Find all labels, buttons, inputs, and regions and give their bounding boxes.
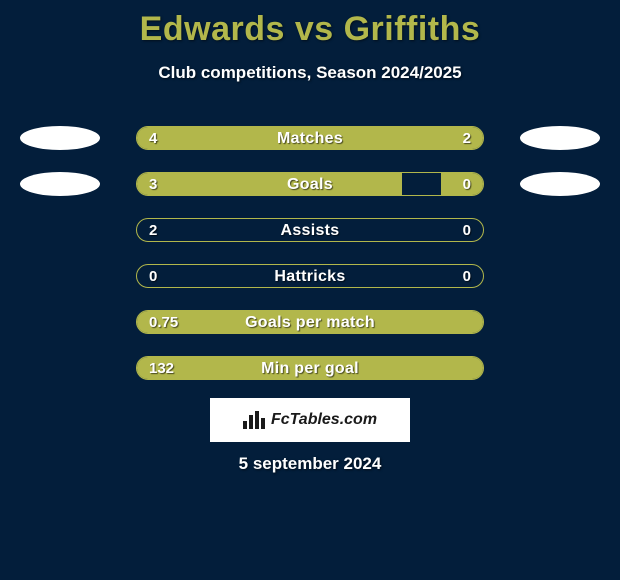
- stat-label: Goals: [137, 173, 483, 197]
- stat-label: Hattricks: [137, 265, 483, 289]
- page-subtitle: Club competitions, Season 2024/2025: [0, 63, 620, 83]
- stat-row: 30Goals: [0, 172, 620, 196]
- date-label: 5 september 2024: [0, 454, 620, 474]
- stat-bar-track: 30Goals: [136, 172, 484, 196]
- player-avatar-left: [20, 172, 100, 196]
- stat-label: Assists: [137, 219, 483, 243]
- stat-bar-track: 42Matches: [136, 126, 484, 150]
- stat-bar-track: 20Assists: [136, 218, 484, 242]
- credit-badge: FcTables.com: [210, 398, 410, 442]
- stat-row: 42Matches: [0, 126, 620, 150]
- stat-label: Goals per match: [137, 311, 483, 335]
- comparison-infographic: Edwards vs Griffiths Club competitions, …: [0, 0, 620, 580]
- stat-bar-track: 0.75Goals per match: [136, 310, 484, 334]
- stat-row: 0.75Goals per match: [0, 310, 620, 334]
- player-avatar-right: [520, 126, 600, 150]
- stat-label: Matches: [137, 127, 483, 151]
- stat-row: 20Assists: [0, 218, 620, 242]
- bar-chart-icon: [243, 411, 265, 429]
- stat-bar-track: 00Hattricks: [136, 264, 484, 288]
- stat-label: Min per goal: [137, 357, 483, 381]
- player-avatar-right: [520, 172, 600, 196]
- credit-text: FcTables.com: [271, 411, 377, 429]
- page-title: Edwards vs Griffiths: [0, 0, 620, 49]
- stat-row: 132Min per goal: [0, 356, 620, 380]
- player-avatar-left: [20, 126, 100, 150]
- stat-row: 00Hattricks: [0, 264, 620, 288]
- stats-rows: 42Matches 30Goals 20Assists 00Hattricks 0.75…: [0, 126, 620, 402]
- stat-bar-track: 132Min per goal: [136, 356, 484, 380]
